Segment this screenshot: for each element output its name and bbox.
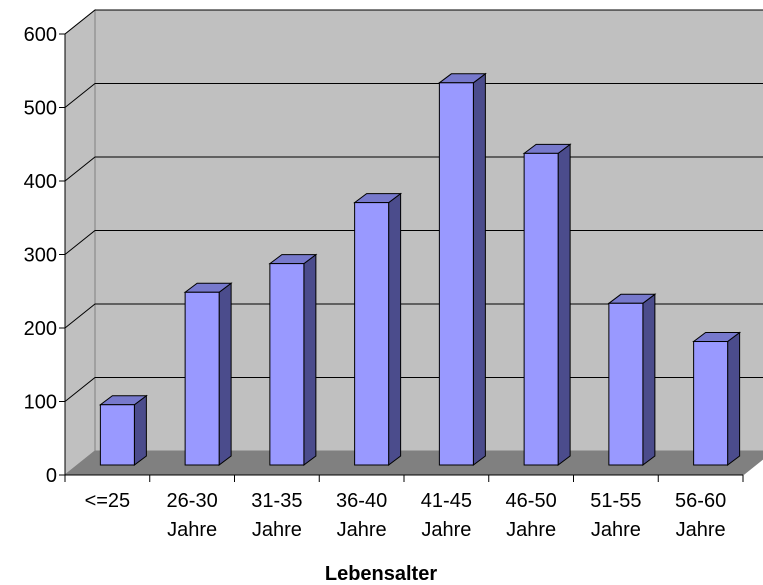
- x-tick-label: Jahre: [252, 519, 302, 541]
- x-tick-label: Jahre: [167, 519, 217, 541]
- bar: [608, 302, 644, 466]
- bar-side: [472, 72, 486, 466]
- gridline: [64, 9, 763, 35]
- x-tick-label: Jahre: [421, 519, 471, 541]
- x-tick-label: 31-35: [251, 490, 302, 512]
- bar: [269, 263, 305, 466]
- y-tick-label: 0: [46, 465, 57, 487]
- x-tick-label: 36-40: [336, 490, 387, 512]
- bar-side: [642, 293, 656, 466]
- x-tick-label: Jahre: [337, 519, 387, 541]
- gridline: [64, 83, 763, 108]
- y-tick-label: 600: [24, 24, 57, 46]
- bar: [693, 341, 729, 466]
- x-tick-label: <=25: [85, 490, 131, 512]
- x-tick-label: Jahre: [591, 519, 641, 541]
- x-tick-label: Jahre: [506, 519, 556, 541]
- y-tick-label: 300: [24, 245, 57, 267]
- bar: [354, 202, 390, 466]
- y-tick-label: 400: [24, 171, 57, 193]
- bar: [184, 291, 220, 466]
- x-axis-title: Lebensalter: [325, 563, 437, 585]
- bar: [523, 152, 559, 466]
- bar-side: [557, 143, 571, 466]
- y-tick-label: 200: [24, 318, 57, 340]
- bar-side: [727, 331, 741, 466]
- bar-side: [218, 282, 232, 466]
- x-tick-label: 51-55: [590, 490, 641, 512]
- y-tick-label: 500: [24, 98, 57, 120]
- chart-floor: [63, 450, 763, 476]
- bar-side: [133, 394, 147, 466]
- bar: [438, 82, 474, 466]
- x-tick-label: Jahre: [676, 519, 726, 541]
- bar-side: [303, 253, 317, 466]
- x-tick-label: 56-60: [675, 490, 726, 512]
- x-tick-label: 41-45: [421, 490, 472, 512]
- bar: [99, 404, 135, 466]
- bar-side: [388, 192, 402, 466]
- x-tick-label: 26-30: [167, 490, 218, 512]
- x-tick-label: 46-50: [506, 490, 557, 512]
- y-tick-label: 100: [24, 392, 57, 414]
